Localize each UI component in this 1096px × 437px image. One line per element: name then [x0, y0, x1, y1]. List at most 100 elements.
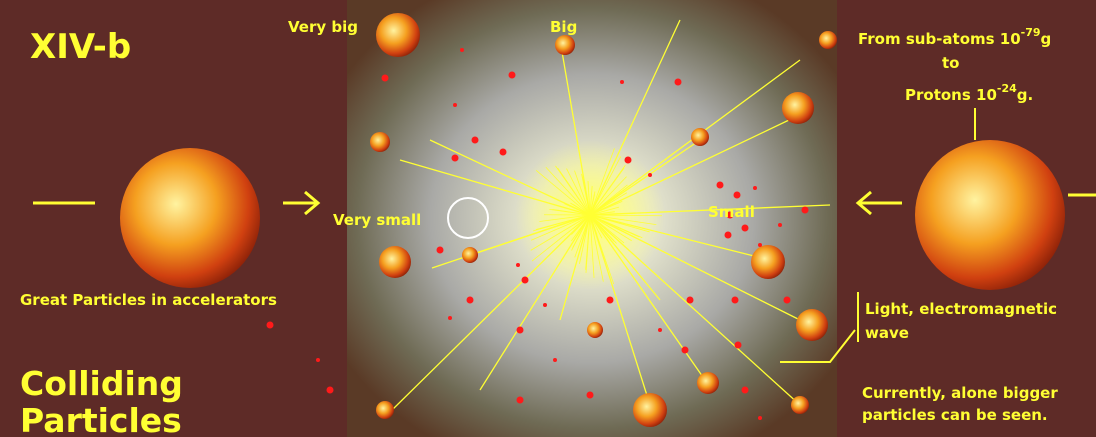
- spark: [589, 214, 632, 242]
- spark: [589, 214, 663, 217]
- dot: [733, 191, 741, 199]
- dot: [516, 263, 520, 267]
- code-label: XIV-b: [30, 27, 131, 67]
- spark: [589, 214, 650, 233]
- particle: [462, 247, 478, 263]
- spark: [589, 148, 615, 216]
- spark: [579, 214, 591, 264]
- spark: [589, 214, 609, 241]
- dot: [658, 328, 662, 332]
- ray: [589, 214, 651, 406]
- dot: [586, 391, 594, 399]
- ray: [589, 19, 681, 216]
- dot: [543, 303, 547, 307]
- spark: [557, 167, 591, 216]
- label: Very big: [288, 18, 358, 36]
- exponent: -24: [997, 82, 1017, 95]
- ray: [589, 139, 701, 216]
- light-label: Light, electromagnetic: [865, 300, 1057, 318]
- ray: [589, 214, 771, 261]
- dot: [681, 346, 689, 354]
- dot: [606, 296, 614, 304]
- dot: [724, 231, 732, 239]
- spark: [572, 214, 591, 248]
- range-text: Protons 10-24g.: [905, 82, 1033, 104]
- spark: [589, 192, 628, 216]
- particle: [782, 92, 814, 124]
- dot: [266, 321, 274, 329]
- particle: [751, 245, 785, 279]
- dot: [674, 78, 682, 86]
- particle: [819, 31, 837, 49]
- spark: [531, 214, 591, 241]
- dot: [521, 276, 529, 284]
- spark: [552, 208, 591, 216]
- dot: [316, 358, 320, 362]
- note: particles can be seen.: [862, 406, 1048, 424]
- label: Very small: [333, 211, 421, 229]
- spark: [589, 214, 615, 242]
- dot: [758, 243, 762, 247]
- spark: [587, 181, 591, 216]
- unit: g.: [1017, 86, 1033, 104]
- particle: [691, 128, 709, 146]
- dot: [620, 80, 624, 84]
- dot: [460, 48, 464, 52]
- spark: [535, 214, 591, 230]
- spark: [545, 166, 591, 216]
- spark: [589, 156, 622, 216]
- text: From sub-atoms 10: [858, 30, 1021, 48]
- ray: [589, 204, 831, 216]
- dot: [451, 154, 459, 162]
- sphere: [120, 148, 260, 288]
- dot: [553, 358, 557, 362]
- spark: [589, 194, 595, 216]
- spark: [585, 214, 591, 270]
- ray: [389, 214, 591, 413]
- spark: [589, 176, 627, 216]
- dot: [436, 246, 444, 254]
- label: Big: [550, 18, 577, 36]
- dot: [499, 148, 507, 156]
- ray: [479, 214, 591, 391]
- dot: [741, 386, 749, 394]
- particle: [370, 132, 390, 152]
- ray: [469, 214, 591, 256]
- particle: [633, 393, 667, 427]
- dot: [734, 341, 742, 349]
- dot: [726, 211, 734, 219]
- spark: [566, 168, 591, 216]
- dot: [516, 396, 524, 404]
- ray: [589, 214, 801, 406]
- dot: [686, 296, 694, 304]
- spark: [589, 211, 615, 216]
- ray: [559, 39, 591, 216]
- dot: [508, 71, 516, 79]
- highlight-ring: [447, 197, 489, 239]
- particle: [555, 35, 575, 55]
- spark: [564, 203, 591, 216]
- title: Colliding: [20, 364, 183, 403]
- spark: [574, 214, 591, 258]
- dot: [753, 186, 757, 190]
- arrow: [855, 190, 902, 216]
- spark: [530, 214, 591, 251]
- dot: [624, 156, 632, 164]
- text: Protons 10: [905, 86, 997, 104]
- particle: [587, 322, 603, 338]
- spark: [571, 214, 591, 235]
- dot: [731, 296, 739, 304]
- spark: [589, 184, 628, 216]
- spark: [589, 214, 615, 285]
- sphere: [915, 140, 1065, 290]
- dot: [716, 181, 724, 189]
- label: Small: [708, 203, 755, 221]
- spark: [531, 214, 591, 262]
- ray: [589, 214, 661, 301]
- spark: [589, 186, 593, 216]
- particle: [697, 372, 719, 394]
- particle: [376, 401, 394, 419]
- spark: [539, 214, 591, 222]
- unit: g: [1041, 30, 1052, 48]
- range-text: to: [942, 54, 959, 72]
